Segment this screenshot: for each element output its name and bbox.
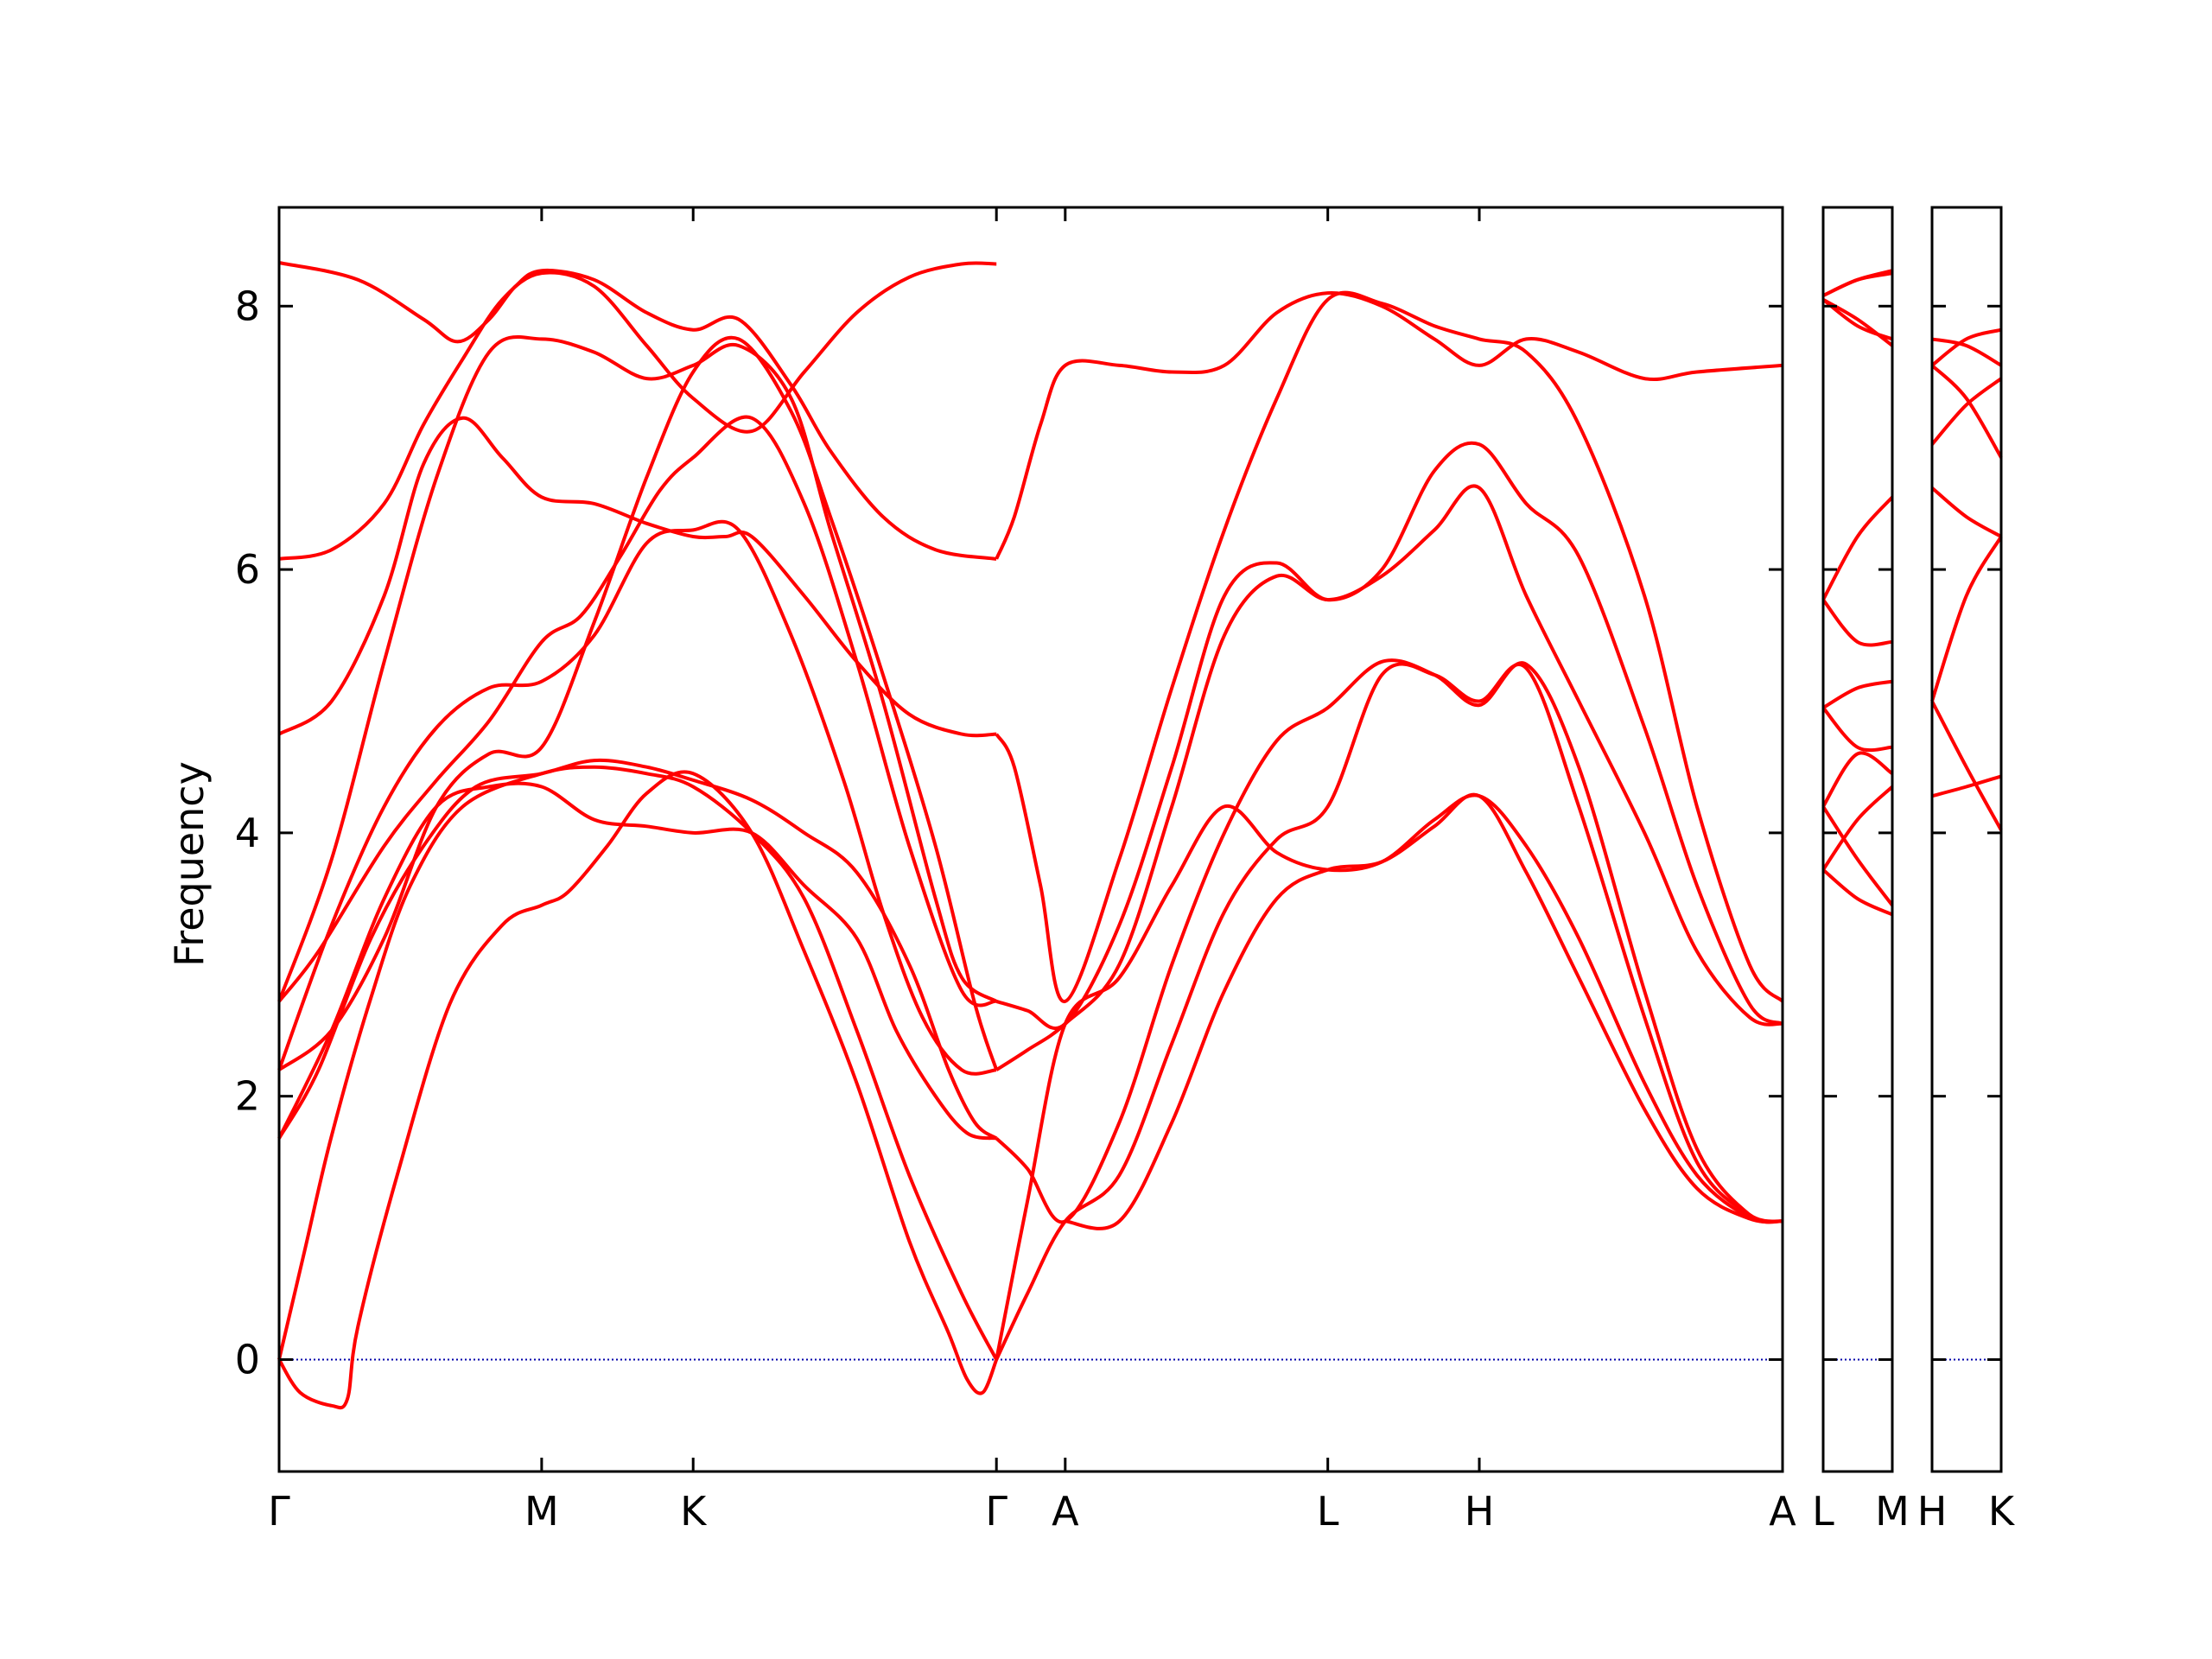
band-line — [1065, 792, 1783, 1230]
band-line — [1822, 297, 1894, 347]
band-line — [277, 335, 999, 1071]
band-line — [995, 290, 1784, 1003]
band-line — [278, 261, 997, 561]
y-axis-label: Frequency — [166, 761, 213, 967]
panel-frames — [277, 206, 2003, 1473]
x-tick-label: A — [1052, 1488, 1079, 1535]
y-tick-label: 8 — [235, 283, 260, 329]
band-line — [995, 290, 1783, 560]
x-tick-label: M — [524, 1488, 559, 1535]
x-tick-label: A — [1769, 1488, 1796, 1535]
band-line — [277, 334, 998, 1003]
panel-frame — [1821, 206, 1894, 1473]
x-tick-label: Γ — [985, 1488, 1007, 1535]
band-line — [1821, 751, 1894, 808]
band-line — [1821, 805, 1894, 906]
band-line — [1821, 868, 1893, 917]
band-line — [278, 261, 997, 561]
band-line — [277, 415, 997, 1007]
band-line — [1930, 486, 2002, 538]
x-tick-label: Γ — [268, 1488, 290, 1535]
x-tick-label: H — [1465, 1488, 1495, 1535]
band-line — [277, 758, 998, 1141]
band-line — [1930, 327, 2002, 367]
band-line — [277, 519, 997, 1076]
panel-frame — [1930, 206, 2003, 1473]
band-line — [995, 658, 1783, 1224]
x-tick-label: H — [1917, 1488, 1948, 1535]
x-tick-label: M — [1875, 1488, 1910, 1535]
band-line — [1931, 774, 2002, 798]
band-line — [1930, 377, 2003, 446]
band-line — [277, 781, 997, 1141]
x-tick-label: K — [1988, 1488, 2016, 1535]
tick-marks — [277, 207, 2003, 1471]
band-line — [1821, 598, 1893, 647]
band-line — [1930, 700, 2003, 831]
x-tick-label: K — [680, 1488, 708, 1535]
y-tick-label: 0 — [235, 1336, 260, 1382]
phonon-bands — [277, 261, 2003, 1410]
band-line — [1821, 785, 1894, 871]
x-tick-label: L — [1317, 1488, 1339, 1535]
band-line — [1930, 364, 2003, 459]
band-line — [995, 662, 1783, 1361]
band-line — [1822, 271, 1893, 297]
band-line — [1821, 679, 1893, 709]
x-tick-label: L — [1812, 1488, 1834, 1535]
band-line — [277, 770, 999, 1410]
band-line — [1821, 495, 1894, 601]
band-line — [1821, 706, 1893, 753]
band-line — [1931, 337, 2003, 367]
band-line — [995, 793, 1783, 1360]
y-tick-label: 2 — [235, 1073, 260, 1120]
y-tick-label: 4 — [235, 810, 260, 856]
panel-frame — [277, 206, 1784, 1473]
band-line — [995, 484, 1783, 1071]
band-line — [995, 441, 1784, 1031]
band-line — [277, 765, 998, 1361]
band-line — [277, 416, 997, 738]
y-tick-label: 6 — [235, 546, 260, 593]
band-line — [1930, 535, 2003, 702]
